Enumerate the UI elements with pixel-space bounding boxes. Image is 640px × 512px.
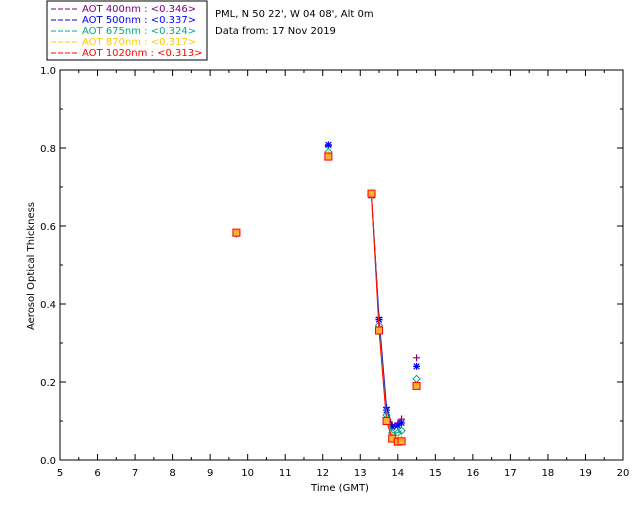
- legend: AOT 400nm : <0.346>AOT 500nm : <0.337>AO…: [51, 4, 202, 59]
- legend-entry: AOT 1020nm : <0.313>: [82, 48, 202, 59]
- date-label: Data from: 17 Nov 2019: [215, 26, 336, 37]
- axis-tick-labels: 5 6 7 8 9 10 11 12 13 14 15 16 17 18 19 20 0.0 0.2 0.4 0.6 0…: [40, 66, 629, 479]
- data-point: [324, 152, 333, 161]
- series-1: [232, 141, 421, 431]
- series-0: [232, 142, 421, 429]
- data-point: [397, 437, 406, 446]
- data-point: [232, 228, 241, 237]
- x-tick-label: 7: [132, 468, 138, 479]
- x-tick-label: 17: [504, 468, 517, 479]
- y-axis-label: Aerosol Optical Thickness: [26, 202, 37, 330]
- x-tick-label: 15: [429, 468, 442, 479]
- y-tick-label: 0.0: [40, 456, 56, 467]
- x-tick-label: 12: [316, 468, 329, 479]
- legend-entry: AOT 500nm : <0.337>: [82, 15, 196, 26]
- x-tick-label: 11: [279, 468, 292, 479]
- series-3: [232, 150, 421, 444]
- x-tick-label: 5: [57, 468, 63, 479]
- legend-entry: AOT 400nm : <0.346>: [82, 4, 196, 15]
- series-line: [371, 194, 402, 426]
- site-label: PML, N 50 22', W 04 08', Alt 0m: [215, 9, 374, 20]
- y-tick-label: 0.8: [40, 144, 56, 155]
- y-tick-label: 0.6: [40, 222, 56, 233]
- y-tick-label: 0.2: [40, 378, 56, 389]
- legend-entry: AOT 675nm : <0.324>: [82, 26, 196, 37]
- x-tick-label: 10: [241, 468, 254, 479]
- x-axis-label: Time (GMT): [310, 483, 369, 494]
- x-tick-label: 14: [391, 468, 404, 479]
- data-point: [382, 417, 391, 425]
- data-point: [394, 422, 402, 430]
- data-point: [413, 362, 421, 370]
- x-tick-label: 13: [354, 468, 367, 479]
- series-4: [232, 152, 421, 446]
- data-point: [397, 426, 406, 435]
- data-point: [367, 189, 376, 198]
- data-point: [375, 326, 384, 335]
- x-tick-label: 20: [617, 468, 630, 479]
- plot-frame: [59, 69, 624, 461]
- y-tick-label: 0.4: [40, 300, 56, 311]
- series-line: [371, 194, 402, 434]
- data-point: [413, 354, 421, 362]
- x-tick-label: 16: [466, 468, 479, 479]
- x-tick-label: 9: [207, 468, 213, 479]
- axis-ticks: [59, 69, 624, 461]
- x-tick-label: 19: [579, 468, 592, 479]
- data-series: [232, 141, 421, 446]
- data-point: [412, 381, 421, 390]
- legend-entry: AOT 870nm : <0.317>: [82, 37, 196, 48]
- series-2: [232, 147, 421, 437]
- data-point: [398, 419, 406, 427]
- data-point: [324, 141, 332, 149]
- legend-box: [46, 0, 208, 61]
- x-tick-label: 18: [542, 468, 555, 479]
- series-line: [371, 195, 402, 428]
- data-point: [388, 423, 396, 431]
- x-tick-label: 8: [169, 468, 175, 479]
- x-tick-label: 6: [94, 468, 100, 479]
- y-tick-label: 1.0: [40, 66, 56, 77]
